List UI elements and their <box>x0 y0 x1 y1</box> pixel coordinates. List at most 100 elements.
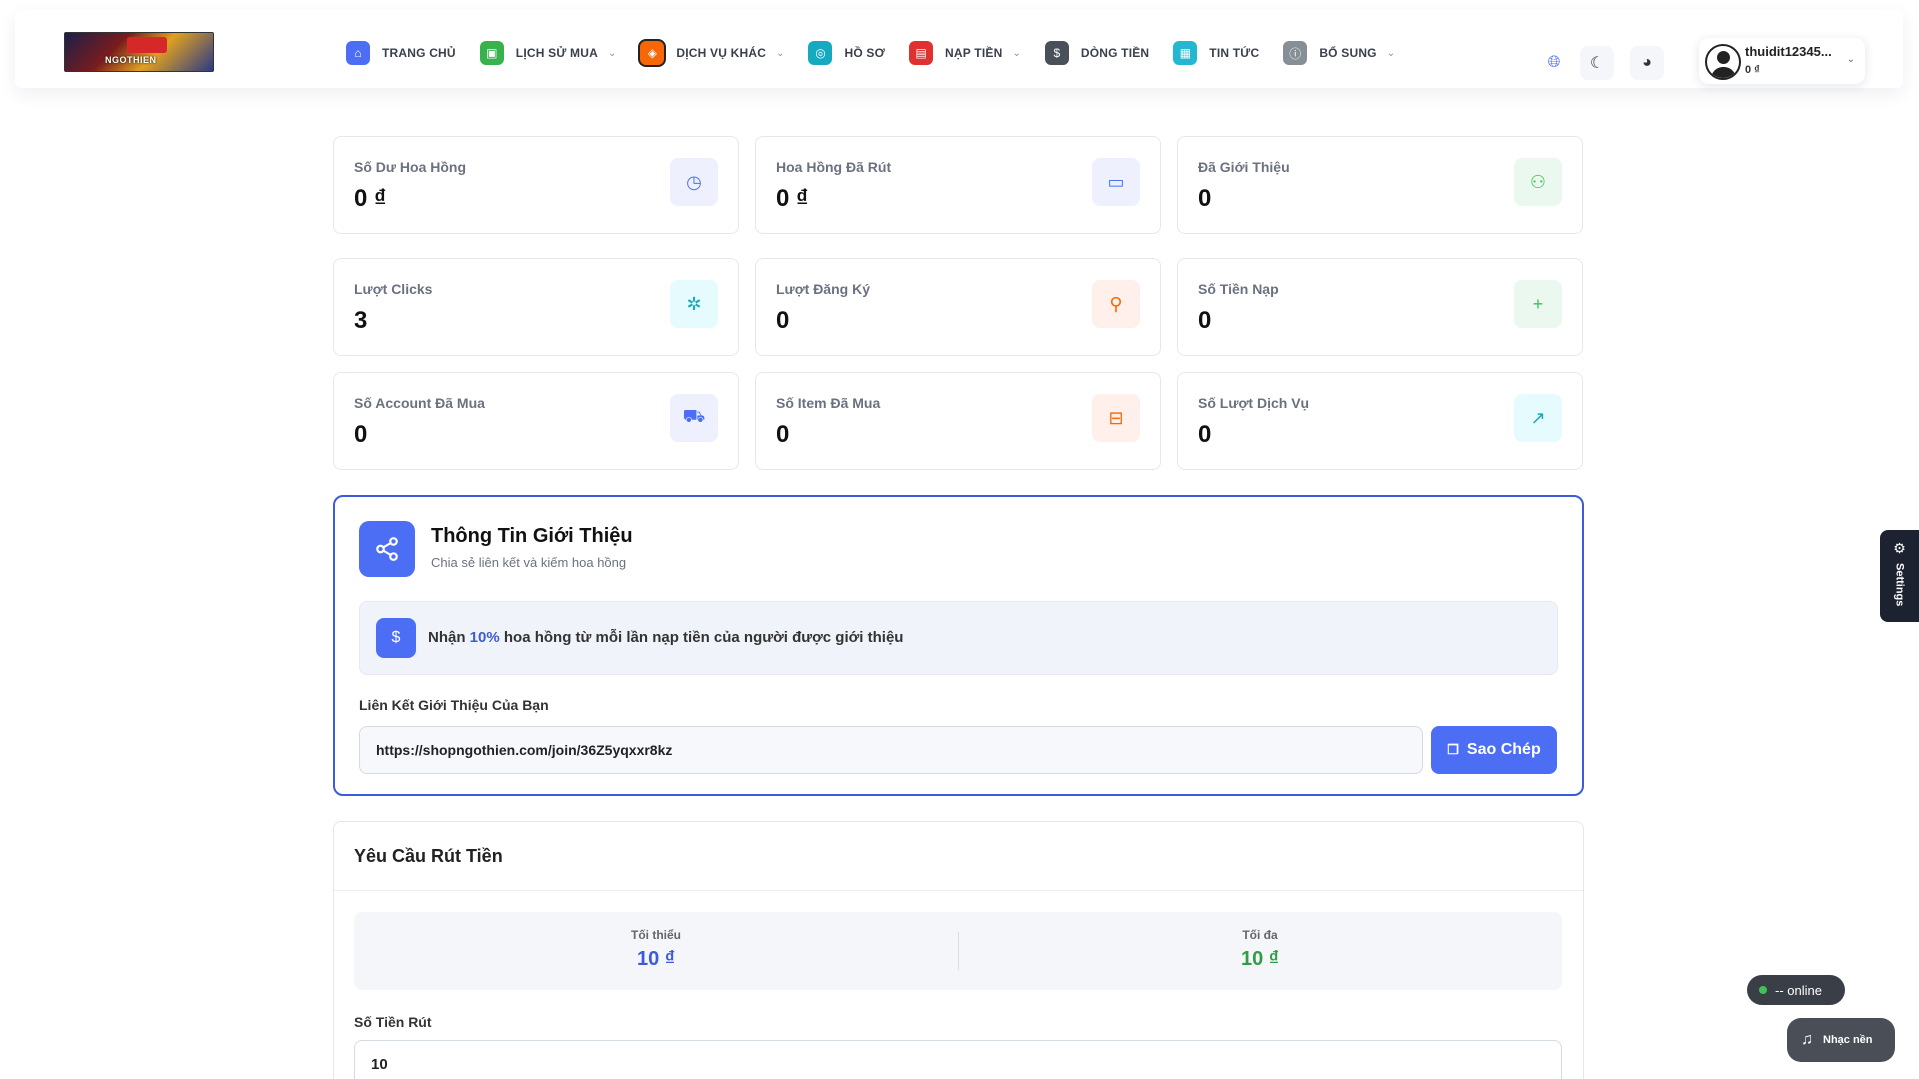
logo-banner <box>127 37 167 53</box>
stat-label: Số Item Đã Mua <box>776 395 881 411</box>
clipboard-icon: ❐ <box>1447 742 1459 757</box>
copy-label: Sao Chép <box>1466 741 1541 758</box>
moon-icon[interactable]: ☾ <box>1580 46 1614 80</box>
wallet-icon: ▤ <box>909 41 934 65</box>
globe-icon[interactable]: 🌐︎ <box>1547 54 1561 71</box>
archive-icon: ⊟ <box>1092 394 1140 442</box>
withdraw-title: Yêu Cầu Rút Tiền <box>354 846 503 866</box>
stat-card-so-account-da-mua: Số Account Đã Mua 0 ⛟ <box>333 372 739 470</box>
palette-icon[interactable]: ◕ <box>1630 46 1664 80</box>
stat-value: 0 <box>776 421 790 448</box>
stat-label: Số Lượt Dịch Vụ <box>1198 395 1310 411</box>
status-dot <box>1759 986 1767 994</box>
dollar-icon: $ <box>376 618 416 658</box>
avatar <box>1705 44 1741 80</box>
stat-card-so-du-hoa-hong: Số Dư Hoa Hồng 0 ₫ ◷ <box>333 136 739 234</box>
online-text: -- online <box>1775 982 1822 998</box>
copy-button[interactable]: ❐ Sao Chép <box>1431 726 1557 774</box>
nav-label: BỔ SUNG <box>1319 46 1377 60</box>
chevron-down-icon: ⌄ <box>1846 54 1855 65</box>
stat-value: 0 <box>354 421 368 448</box>
plus-icon: + <box>1514 280 1562 328</box>
stat-card-so-tien-nap: Số Tiền Nạp 0 + <box>1177 258 1583 356</box>
max-limit: Tối đa 10 ₫ <box>958 912 1562 990</box>
top-header: NGOTHIEN ⌂ TRANG CHỦ ▣ LỊCH SỬ MUA ⌄ ◈ D… <box>15 10 1903 88</box>
divider <box>334 890 1583 891</box>
stat-value: 0 <box>1198 307 1212 334</box>
nav-label: TIN TỨC <box>1209 46 1260 60</box>
stat-label: Lượt Clicks <box>354 281 433 297</box>
stat-label: Số Dư Hoa Hồng <box>354 159 467 175</box>
chevron-down-icon: ⌄ <box>776 47 785 59</box>
clock-icon: ◷ <box>670 158 718 206</box>
stat-label: Lượt Đăng Ký <box>776 281 870 297</box>
withdraw-panel: Yêu Cầu Rút Tiền Tối thiểu 10 ₫ Tối đa 1… <box>333 821 1584 1079</box>
stat-label: Đã Giới Thiệu <box>1198 159 1290 175</box>
dollar-icon: $ <box>1044 41 1069 65</box>
referral-note: $ Nhận 10% hoa hồng từ mỗi lần nạp tiền … <box>359 601 1558 675</box>
note-percent: 10% <box>469 629 500 646</box>
nav-item-nap-tien[interactable]: ▤ NẠP TIỀN ⌄ <box>909 38 1021 68</box>
nav-item-dich-vu-khac[interactable]: ◈ DỊCH VỤ KHÁC ⌄ <box>640 38 784 68</box>
stat-card-luot-clicks: Lượt Clicks 3 ✲ <box>333 258 739 356</box>
stat-value: 0 ₫ <box>354 185 387 212</box>
nav-item-tin-tuc[interactable]: ▦ TIN TỨC <box>1173 38 1259 68</box>
logo-text: NGOTHIEN <box>105 55 157 65</box>
stat-value: 0 <box>776 307 790 334</box>
stat-card-so-item-da-mua: Số Item Đã Mua 0 ⊟ <box>755 372 1161 470</box>
info-icon: ⓘ <box>1283 41 1308 65</box>
amount-label: Số Tiền Rút <box>354 1014 432 1030</box>
user-balance: 0 ₫ <box>1745 64 1760 76</box>
referral-title: Thông Tin Giới Thiệu <box>431 525 633 547</box>
stat-value: 0 <box>1198 421 1212 448</box>
music-label: Nhạc nền <box>1823 1034 1873 1046</box>
home-icon: ⌂ <box>346 41 370 65</box>
users-icon: ⚇ <box>1514 158 1562 206</box>
user-plus-icon: ⚲ <box>1092 280 1140 328</box>
nav-item-trang-chu[interactable]: ⌂ TRANG CHỦ <box>346 38 456 68</box>
stat-label: Số Tiền Nạp <box>1198 281 1279 297</box>
stat-value: 3 <box>354 307 368 334</box>
min-value: 10 ₫ <box>636 948 676 970</box>
user-circle-icon: ◎ <box>808 41 833 65</box>
user-menu[interactable]: thuidit12345... 0 ₫ ⌄ <box>1699 38 1865 84</box>
stat-value: 0 ₫ <box>776 185 809 212</box>
settings-tab[interactable]: ⚙ Settings <box>1880 530 1919 622</box>
max-value: 10 ₫ <box>1240 948 1280 970</box>
nav-label: NẠP TIỀN <box>945 46 1003 60</box>
stat-card-so-luot-dich-vu: Số Lượt Dịch Vụ 0 ↗ <box>1177 372 1583 470</box>
referral-note-text: Nhận 10% hoa hồng từ mỗi lần nạp tiền củ… <box>428 629 903 646</box>
stat-label: Số Account Đã Mua <box>354 395 485 411</box>
chevron-down-icon: ⌄ <box>607 47 617 59</box>
site-logo[interactable]: NGOTHIEN <box>64 32 214 72</box>
main-nav: ⌂ TRANG CHỦ ▣ LỊCH SỬ MUA ⌄ ◈ DỊCH VỤ KH… <box>346 38 1419 68</box>
online-status: -- online <box>1747 975 1845 1005</box>
chevron-down-icon: ⌄ <box>1386 47 1396 59</box>
referral-link-label: Liên Kết Giới Thiệu Của Bạn <box>359 697 549 713</box>
withdraw-limits: Tối thiểu 10 ₫ Tối đa 10 ₫ <box>354 912 1562 990</box>
stat-label: Hoa Hồng Đã Rút <box>776 159 892 175</box>
cart-icon: ⛟ <box>670 394 718 442</box>
nav-label: LỊCH SỬ MUA <box>515 46 598 60</box>
gear-icon: ⚙ <box>1893 540 1906 556</box>
note-suffix: hoa hồng từ mỗi lần nạp tiền của người đ… <box>503 629 904 646</box>
min-limit: Tối thiểu 10 ₫ <box>354 912 958 990</box>
music-icon: ♫ <box>1801 1031 1813 1048</box>
stat-card-luot-dang-ky: Lượt Đăng Ký 0 ⚲ <box>755 258 1161 356</box>
settings-label: Settings <box>1893 563 1906 607</box>
trending-up-icon: ↗ <box>1514 394 1562 442</box>
referral-panel: Thông Tin Giới Thiệu Chia sẻ liên kết và… <box>333 495 1584 796</box>
referral-link-input[interactable] <box>359 726 1423 774</box>
news-icon: ▦ <box>1173 41 1198 65</box>
stat-value: 0 <box>1198 185 1212 212</box>
referral-subtitle: Chia sẻ liên kết và kiếm hoa hồng <box>431 555 627 570</box>
amount-input[interactable] <box>354 1040 1562 1079</box>
music-button[interactable]: ♫ Nhạc nền <box>1787 1018 1895 1062</box>
nav-item-bo-sung[interactable]: ⓘ BỔ SUNG ⌄ <box>1283 38 1395 68</box>
chevron-down-icon: ⌄ <box>1012 47 1021 59</box>
nav-item-lich-su-mua[interactable]: ▣ LỊCH SỬ MUA ⌄ <box>479 38 617 68</box>
nav-item-ho-so[interactable]: ◎ HỒ SƠ <box>808 38 885 68</box>
divider <box>958 932 959 970</box>
nav-item-dong-tien[interactable]: $ DÒNG TIỀN <box>1044 38 1149 68</box>
card-icon: ▭ <box>1092 158 1140 206</box>
